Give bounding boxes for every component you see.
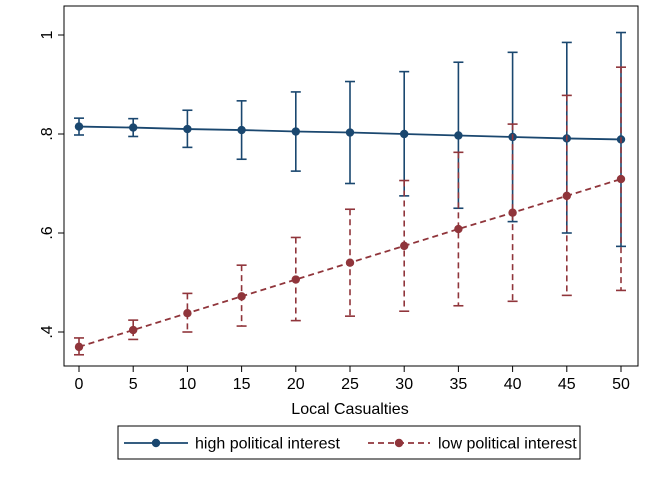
data-point — [237, 292, 246, 301]
y-tick-label: .4 — [39, 325, 56, 338]
y-tick-label: .8 — [39, 127, 56, 140]
data-point — [345, 258, 355, 267]
data-point — [183, 124, 192, 134]
data-point — [74, 342, 84, 352]
legend-box — [117, 425, 581, 460]
y-tick-label: .6 — [39, 226, 56, 239]
series-group — [74, 31, 626, 356]
plot-frame — [63, 5, 639, 367]
x-tick-label: 0 — [75, 376, 84, 393]
data-point — [291, 275, 300, 284]
x-tick-label: 10 — [179, 376, 197, 393]
data-point — [508, 208, 517, 217]
data-point — [562, 191, 571, 201]
x-tick-label: 50 — [612, 376, 630, 393]
data-point — [237, 125, 246, 135]
data-point — [129, 325, 138, 335]
x-tick-label: 45 — [558, 376, 576, 393]
data-point — [454, 224, 463, 234]
data-point — [400, 129, 409, 139]
x-axis-title: Local Casualties — [291, 401, 408, 418]
data-point — [183, 308, 192, 318]
data-point — [616, 174, 626, 184]
x-tick-label: 40 — [504, 376, 522, 393]
data-point — [74, 122, 84, 131]
x-tick-label: 20 — [287, 376, 305, 393]
y-tick-label: 1 — [39, 30, 56, 39]
legend: high political interest low political int… — [117, 425, 581, 460]
data-point — [291, 127, 300, 136]
legend-marker — [394, 438, 404, 448]
legend-marker — [151, 438, 161, 448]
plot-border — [63, 5, 639, 367]
data-point — [129, 123, 138, 132]
series-low-political-interest — [74, 66, 626, 356]
x-tick-label: 35 — [450, 376, 468, 393]
x-tick-label: 30 — [395, 376, 413, 393]
data-point — [454, 131, 463, 140]
data-point — [345, 128, 355, 137]
legend-label: high political interest — [195, 436, 341, 453]
x-tick-label: 15 — [233, 376, 251, 393]
legend-label: low political interest — [438, 436, 577, 453]
x-tick-label: 25 — [341, 376, 359, 393]
data-point — [400, 241, 409, 251]
axes: 0 5 10 15 20 25 30 35 40 45 50 .4 .6 .8 1 — [39, 30, 630, 393]
x-tick-label: 5 — [129, 376, 138, 393]
